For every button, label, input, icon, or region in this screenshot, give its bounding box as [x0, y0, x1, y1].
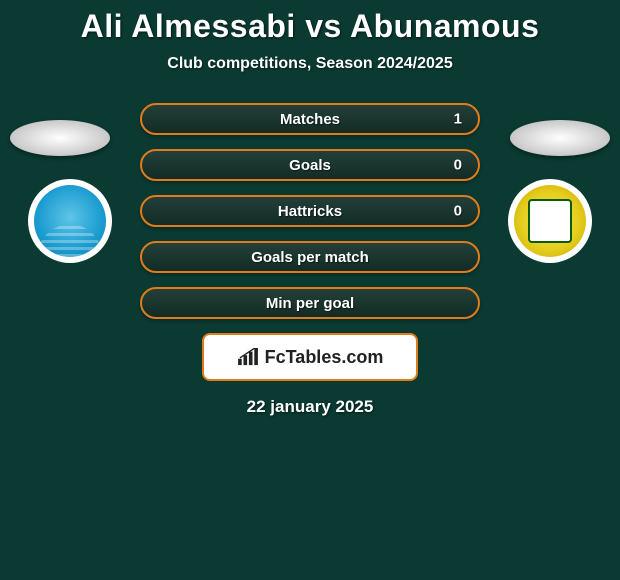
- brand-box[interactable]: FcTables.com: [202, 333, 418, 381]
- stat-label: Goals: [289, 157, 331, 174]
- stat-value: 1: [454, 111, 462, 128]
- stat-bar-matches: Matches 1: [140, 103, 480, 135]
- footer-date: 22 january 2025: [0, 397, 620, 417]
- stat-bar-min-per-goal: Min per goal: [140, 287, 480, 319]
- player-placeholder-left: [10, 120, 110, 156]
- bar-chart-icon: [237, 348, 259, 366]
- stat-value: 0: [454, 203, 462, 220]
- club-badge-right: [508, 179, 592, 263]
- club-logo-right-icon: [514, 185, 586, 257]
- stat-value: 0: [454, 157, 462, 174]
- page-subtitle: Club competitions, Season 2024/2025: [0, 55, 620, 73]
- brand-text: FcTables.com: [265, 347, 384, 368]
- comparison-card: Ali Almessabi vs Abunamous Club competit…: [0, 0, 620, 417]
- stat-bar-hattricks: Hattricks 0: [140, 195, 480, 227]
- page-title: Ali Almessabi vs Abunamous: [0, 8, 620, 45]
- stats-list: Matches 1 Goals 0 Hattricks 0 Goals per …: [140, 103, 480, 319]
- stat-bar-goals: Goals 0: [140, 149, 480, 181]
- stat-label: Matches: [280, 111, 340, 128]
- stat-label: Hattricks: [278, 203, 342, 220]
- stat-bar-goals-per-match: Goals per match: [140, 241, 480, 273]
- stat-label: Goals per match: [251, 249, 369, 266]
- club-badge-left: [28, 179, 112, 263]
- stat-label: Min per goal: [266, 295, 354, 312]
- player-placeholder-right: [510, 120, 610, 156]
- club-logo-left-icon: [34, 185, 106, 257]
